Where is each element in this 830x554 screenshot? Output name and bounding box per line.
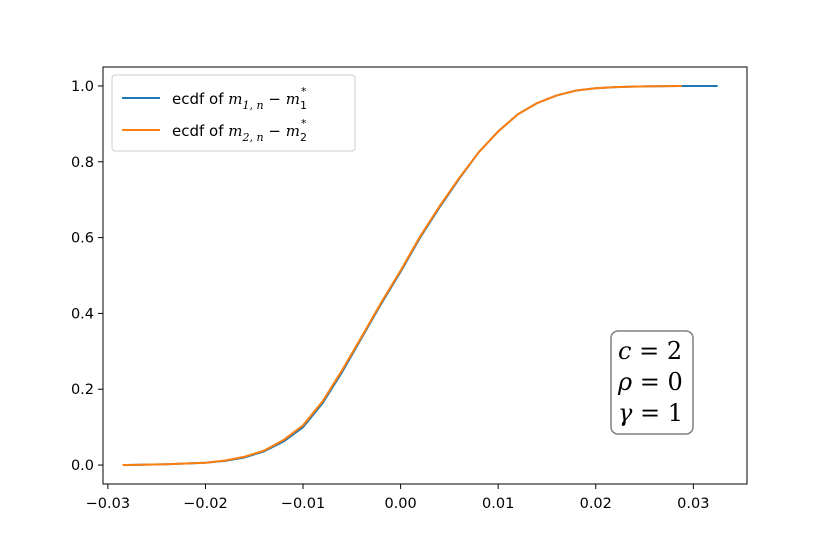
annotation-line-gamma: γ = 1 (618, 399, 683, 427)
y-tick-label: 0.6 (71, 231, 94, 247)
y-tick-label: 0.8 (71, 155, 94, 171)
parameter-annotation: c = 2 ρ = 0 γ = 1 (610, 330, 694, 435)
y-tick-label: 1.0 (71, 79, 94, 95)
legend: ecdf of m1, n − m1* ecdf of m2, n − m2* (111, 74, 356, 152)
legend-label-series-1: ecdf of m1, n − m1* (172, 85, 307, 112)
y-tick-label: 0.2 (71, 382, 94, 398)
series-layer (122, 84, 718, 467)
legend-box (111, 74, 356, 152)
y-tick-label: 0.0 (71, 458, 94, 474)
x-tick-label: 0.01 (482, 496, 514, 512)
y-tick-label: 0.4 (71, 306, 94, 322)
x-tick-label: 0.02 (580, 496, 612, 512)
x-tick-label: 0.03 (677, 496, 709, 512)
annotation-box (610, 330, 694, 435)
x-tick-label: −0.03 (86, 496, 130, 512)
x-tick-label: −0.01 (281, 496, 325, 512)
x-tick-label: −0.02 (183, 496, 227, 512)
legend-label-series-2: ecdf of m2, n − m2* (172, 117, 307, 144)
x-tick-label: 0.00 (384, 496, 416, 512)
series-line-2 (122, 84, 682, 467)
annotation-line-rho: ρ = 0 (617, 368, 683, 396)
axis-layer: −0.03 −0.02 −0.01 0.00 0.01 0.02 0.03 0.0 0.2 0.4… (71, 79, 710, 512)
annotation-line-c: c = 2 (618, 337, 682, 365)
plot-frame (102, 66, 748, 485)
